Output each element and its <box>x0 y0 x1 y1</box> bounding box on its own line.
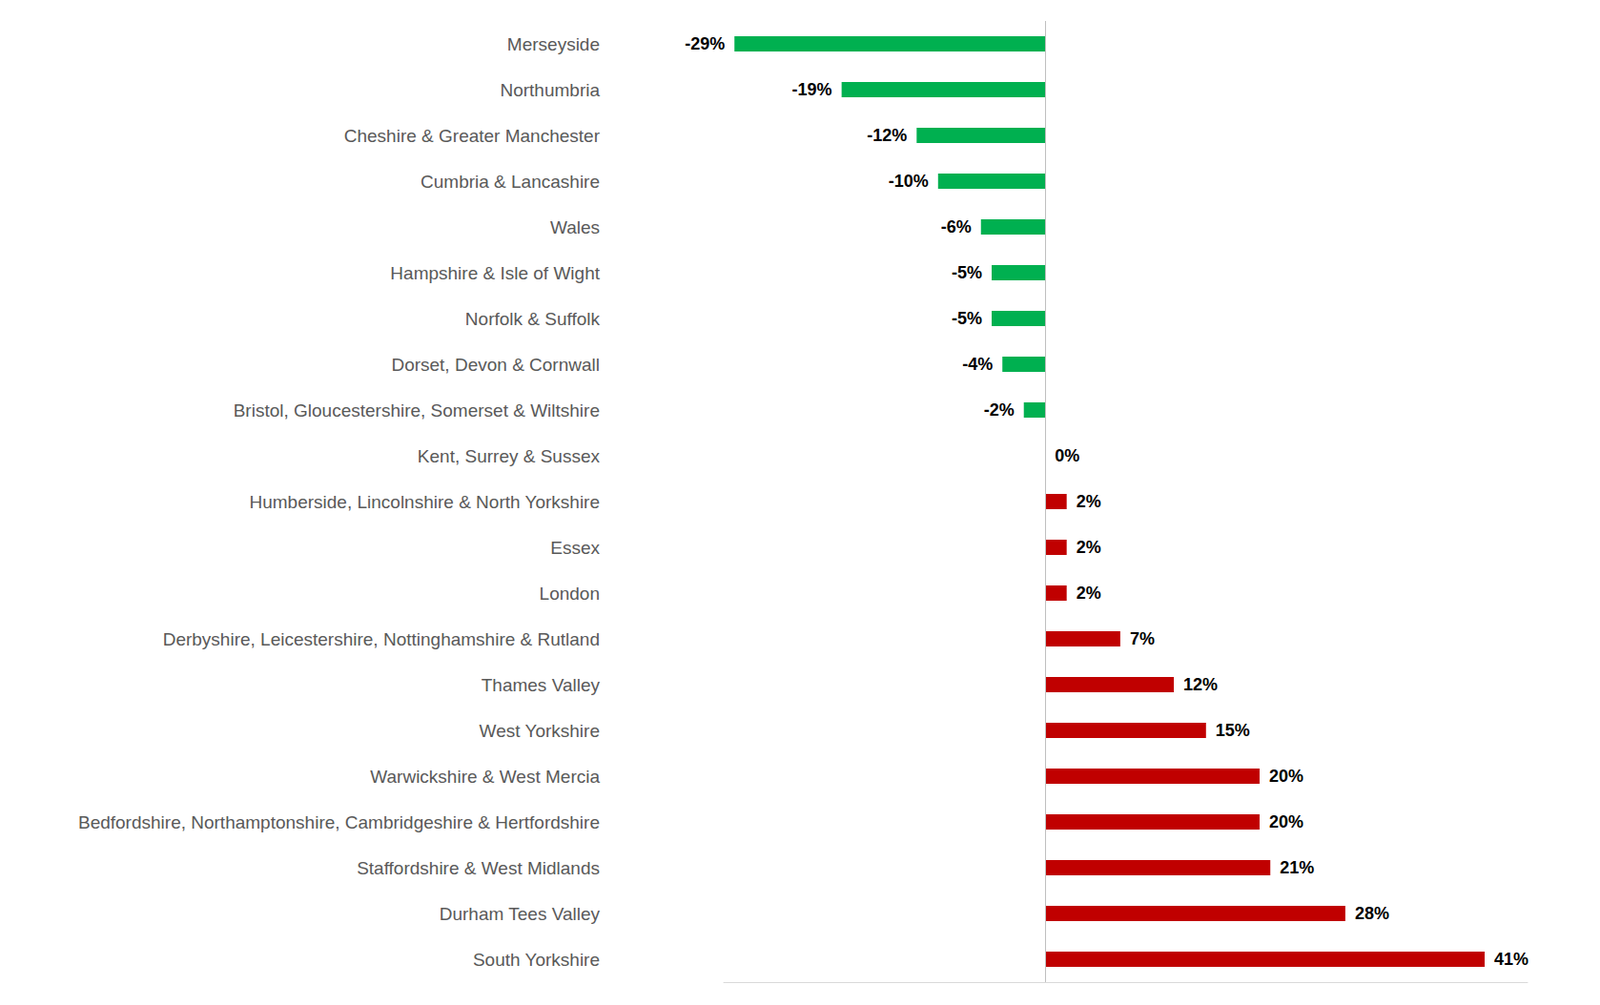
svg-text:-12%: -12% <box>866 125 907 145</box>
svg-text:7%: 7% <box>1129 629 1155 649</box>
svg-text:-2%: -2% <box>984 400 1015 420</box>
svg-text:Derbyshire, Leicestershire, No: Derbyshire, Leicestershire, Nottinghamsh… <box>163 629 600 650</box>
svg-text:Warwickshire & West Mercia: Warwickshire & West Mercia <box>369 766 600 787</box>
svg-text:2%: 2% <box>1076 492 1102 512</box>
svg-text:15%: 15% <box>1215 720 1251 740</box>
svg-text:-6%: -6% <box>941 217 972 237</box>
svg-text:Northumbria: Northumbria <box>499 80 600 101</box>
svg-text:Durham Tees Valley: Durham Tees Valley <box>439 903 601 924</box>
svg-text:Wales: Wales <box>550 217 600 238</box>
svg-text:-29%: -29% <box>684 34 725 54</box>
svg-text:Merseyside: Merseyside <box>507 34 600 55</box>
svg-text:West Yorkshire: West Yorkshire <box>479 720 600 741</box>
svg-text:-4%: -4% <box>962 354 993 374</box>
svg-text:20%: 20% <box>1269 812 1304 832</box>
svg-text:Dorset, Devon & Cornwall: Dorset, Devon & Cornwall <box>390 354 600 375</box>
svg-text:Thames Valley: Thames Valley <box>481 675 601 696</box>
svg-text:12%: 12% <box>1183 675 1218 695</box>
svg-text:-10%: -10% <box>888 171 929 191</box>
svg-text:0%: 0% <box>1054 446 1080 466</box>
svg-text:28%: 28% <box>1354 903 1390 924</box>
svg-text:Norfolk & Suffolk: Norfolk & Suffolk <box>465 308 601 329</box>
svg-text:21%: 21% <box>1279 858 1314 878</box>
svg-text:Cumbria & Lancashire: Cumbria & Lancashire <box>420 171 600 192</box>
svg-text:2%: 2% <box>1076 583 1102 603</box>
svg-text:Staffordshire & West Midlands: Staffordshire & West Midlands <box>356 858 600 879</box>
svg-text:Bristol, Gloucestershire, Some: Bristol, Gloucestershire, Somerset & Wil… <box>233 400 600 421</box>
svg-text:41%: 41% <box>1494 949 1529 969</box>
svg-text:2%: 2% <box>1076 537 1102 557</box>
svg-text:Kent, Surrey & Sussex: Kent, Surrey & Sussex <box>417 446 601 467</box>
svg-text:Essex: Essex <box>550 537 600 558</box>
svg-text:South Yorkshire: South Yorkshire <box>472 949 600 970</box>
svg-text:Hampshire & Isle of Wight: Hampshire & Isle of Wight <box>389 263 600 284</box>
svg-text:Humberside, Lincolnshire & Nor: Humberside, Lincolnshire & North Yorkshi… <box>248 492 600 513</box>
svg-text:-5%: -5% <box>951 308 983 329</box>
svg-text:20%: 20% <box>1269 766 1304 786</box>
svg-text:Bedfordshire, Northamptonshire: Bedfordshire, Northamptonshire, Cambridg… <box>78 812 600 833</box>
svg-text:London: London <box>539 583 600 604</box>
svg-text:-19%: -19% <box>792 80 833 100</box>
svg-text:-5%: -5% <box>951 263 983 283</box>
svg-text:Cheshire & Greater Manchester: Cheshire & Greater Manchester <box>344 125 601 146</box>
